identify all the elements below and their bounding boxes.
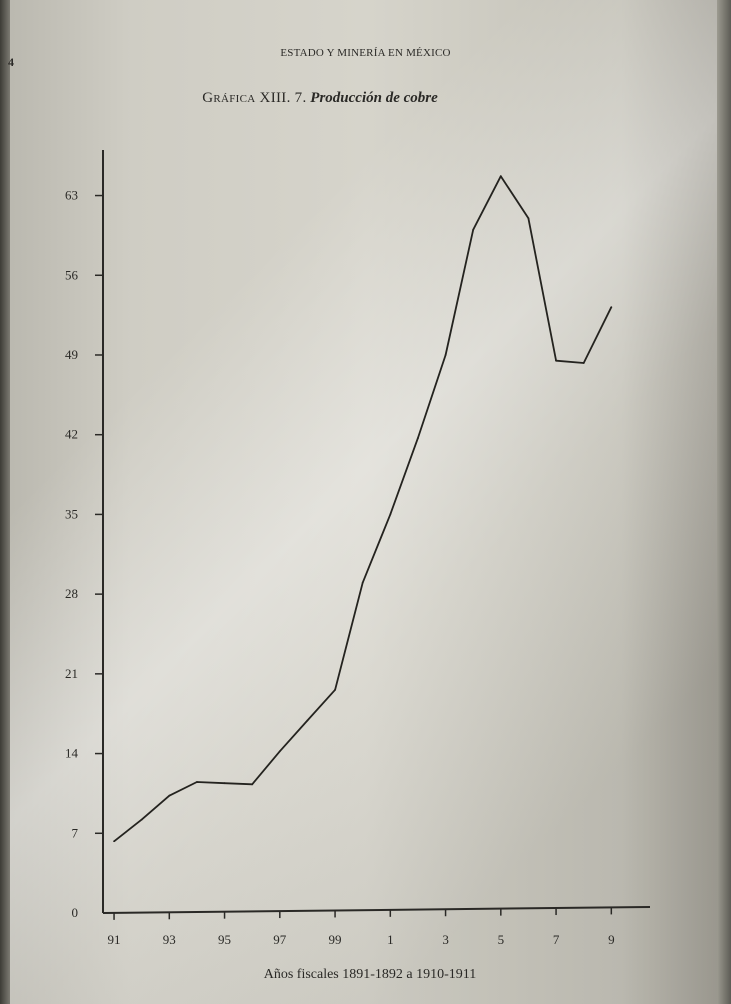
x-tick-label: 99: [329, 932, 342, 947]
x-tick-label: 93: [163, 932, 176, 947]
x-tick-label: 9: [608, 932, 615, 947]
data-point: [168, 794, 171, 797]
data-point: [582, 362, 585, 364]
page-gutter-shadow: [0, 0, 10, 1004]
data-point: [444, 354, 447, 356]
x-tick-label: 95: [218, 932, 231, 947]
figure-title: Producción de cobre: [310, 90, 438, 106]
data-point: [417, 437, 419, 440]
data-point: [251, 783, 254, 786]
y-tick-label: 14: [65, 746, 79, 761]
figure-label: Gráfica XIII. 7.: [202, 90, 307, 106]
data-point: [361, 581, 364, 584]
data-point: [140, 818, 143, 821]
y-tick-label: 35: [65, 506, 78, 521]
y-tick-label: 63: [65, 188, 78, 203]
x-tick-label: 97: [273, 932, 287, 947]
data-point: [499, 175, 502, 178]
data-point: [113, 840, 115, 843]
x-axis-ticks: 91 93 95 97 99 1 3 5 7 9: [108, 907, 615, 947]
data-point: [389, 513, 392, 516]
figure-caption: Gráfica XIII. 7. Producción de cobre: [0, 90, 640, 107]
x-tick-label: 7: [553, 932, 560, 947]
data-point: [306, 719, 309, 722]
x-tick-label: 5: [498, 932, 505, 947]
series-points: [113, 175, 613, 843]
y-tick-label: 28: [65, 586, 78, 601]
y-tick-label: 42: [65, 427, 78, 442]
y-tick-label: 49: [65, 347, 78, 362]
copper-production-line: [113, 175, 613, 843]
x-tick-label: 1: [387, 932, 394, 947]
y-tick-label: 7: [72, 825, 79, 840]
data-point: [196, 781, 198, 783]
data-point: [527, 217, 530, 220]
y-tick-label: 21: [65, 666, 78, 681]
data-point: [278, 750, 281, 753]
y-tick-label: 56: [65, 267, 79, 282]
page-number: 4: [8, 55, 14, 69]
page-edge-shadow: [717, 0, 731, 1004]
x-axis-label: Años fiscales 1891-1892 a 1910-1911: [263, 967, 477, 982]
x-tick-label: 91: [108, 932, 121, 947]
data-point: [610, 306, 613, 309]
x-axis-line: [102, 906, 651, 914]
y-tick-label: 0: [72, 905, 79, 920]
y-axis-ticks: 0 7 14 21 28 35 42 49 56 63: [65, 188, 103, 920]
data-point: [555, 359, 557, 362]
running-head: ESTADO Y MINERÍA EN MÉXICO: [280, 47, 451, 59]
data-point: [334, 688, 336, 691]
data-point: [472, 228, 475, 231]
data-point: [223, 782, 226, 785]
x-tick-label: 3: [442, 932, 449, 947]
